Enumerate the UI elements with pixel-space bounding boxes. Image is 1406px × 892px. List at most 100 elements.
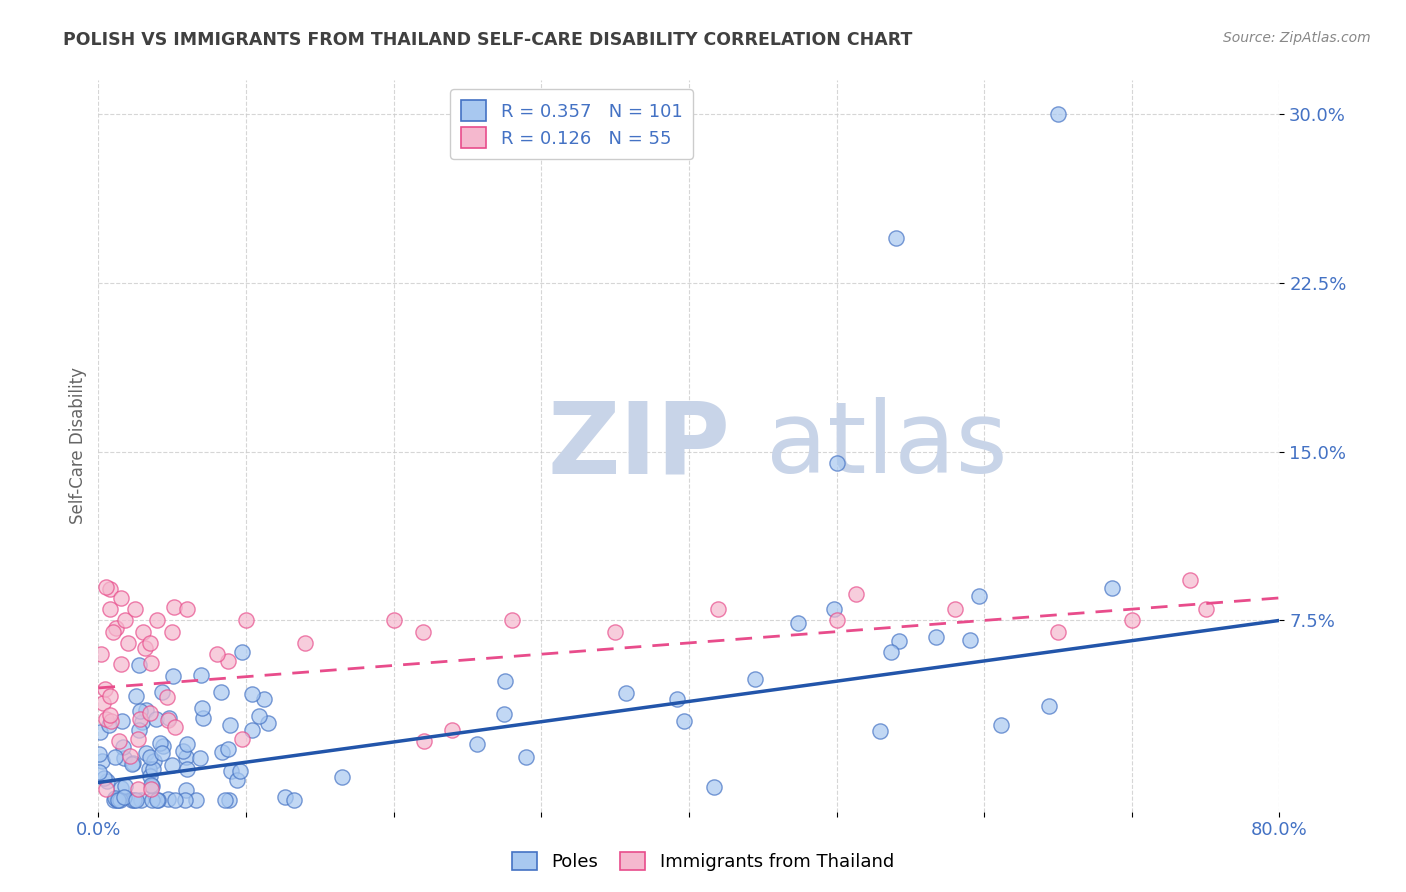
Point: [134, 641, 156, 656]
Point: [121, 756, 143, 771]
Point: [125, 689, 148, 703]
Point: [190, 667, 212, 681]
Point: [1178, 573, 1201, 587]
Point: [256, 716, 278, 731]
Point: [614, 686, 637, 700]
Point: [90, 647, 112, 661]
Point: [139, 769, 162, 783]
Point: [141, 793, 163, 807]
Point: [283, 793, 305, 807]
Point: [121, 756, 143, 771]
Text: ZIP: ZIP: [547, 398, 730, 494]
Point: [98, 602, 121, 616]
Point: [128, 723, 150, 738]
Point: [128, 657, 150, 672]
Point: [97, 718, 120, 732]
Point: [240, 723, 263, 737]
Point: [146, 614, 169, 628]
Point: [219, 717, 242, 731]
Text: POLISH VS IMMIGRANTS FROM THAILAND SELF-CARE DISABILITY CORRELATION CHART: POLISH VS IMMIGRANTS FROM THAILAND SELF-…: [63, 31, 912, 49]
Point: [1121, 614, 1143, 628]
Point: [209, 684, 232, 698]
Text: atlas: atlas: [766, 398, 1007, 494]
Point: [145, 712, 167, 726]
Point: [176, 737, 198, 751]
Point: [190, 751, 212, 765]
Point: [214, 793, 236, 807]
Point: [1101, 581, 1123, 595]
Point: [156, 713, 179, 727]
Point: [93, 771, 115, 785]
Point: [925, 630, 948, 644]
Point: [87, 765, 110, 780]
Point: [108, 793, 131, 807]
Legend: R = 0.357   N = 101, R = 0.126   N = 55: R = 0.357 N = 101, R = 0.126 N = 55: [450, 89, 693, 159]
Point: [127, 782, 149, 797]
Point: [332, 770, 354, 784]
Point: [105, 793, 128, 807]
Point: [103, 624, 125, 639]
Point: [242, 687, 264, 701]
Point: [887, 634, 910, 648]
Point: [231, 645, 253, 659]
Point: [673, 714, 696, 728]
Point: [515, 749, 537, 764]
Point: [959, 633, 981, 648]
Point: [217, 742, 239, 756]
Point: [112, 750, 135, 764]
Point: [165, 720, 187, 734]
Point: [107, 733, 129, 747]
Point: [131, 714, 153, 729]
Point: [413, 734, 436, 748]
Point: [127, 731, 149, 746]
Point: [139, 656, 162, 670]
Point: [135, 703, 157, 717]
Point: [172, 744, 194, 758]
Point: [228, 764, 250, 778]
Point: [1046, 624, 1070, 639]
Point: [100, 714, 122, 728]
Point: [744, 672, 766, 686]
Point: [162, 669, 184, 683]
Point: [146, 793, 169, 807]
Point: [104, 750, 127, 764]
Point: [129, 712, 152, 726]
Point: [967, 590, 990, 604]
Point: [110, 714, 132, 728]
Point: [217, 654, 239, 668]
Point: [128, 704, 150, 718]
Point: [176, 762, 198, 776]
Point: [274, 789, 297, 804]
Point: [162, 624, 183, 639]
Point: [91, 754, 114, 768]
Point: [467, 737, 489, 751]
Point: [156, 690, 179, 704]
Point: [231, 732, 253, 747]
Point: [131, 793, 153, 807]
Point: [112, 789, 135, 804]
Point: [382, 614, 405, 628]
Point: [294, 636, 316, 650]
Point: [191, 700, 214, 714]
Point: [1046, 107, 1070, 121]
Point: [138, 762, 160, 776]
Point: [142, 763, 165, 777]
Point: [114, 614, 136, 628]
Point: [703, 780, 725, 795]
Point: [501, 614, 523, 628]
Point: [94, 712, 117, 726]
Point: [139, 706, 162, 720]
Legend: Poles, Immigrants from Thailand: Poles, Immigrants from Thailand: [505, 845, 901, 879]
Point: [110, 591, 132, 605]
Point: [91, 696, 114, 710]
Point: [124, 602, 146, 616]
Point: [869, 724, 891, 739]
Point: [94, 782, 117, 797]
Point: [107, 793, 129, 807]
Point: [211, 745, 233, 759]
Point: [103, 793, 125, 807]
Point: [150, 746, 173, 760]
Point: [152, 739, 174, 753]
Point: [125, 793, 148, 807]
Point: [156, 792, 179, 806]
